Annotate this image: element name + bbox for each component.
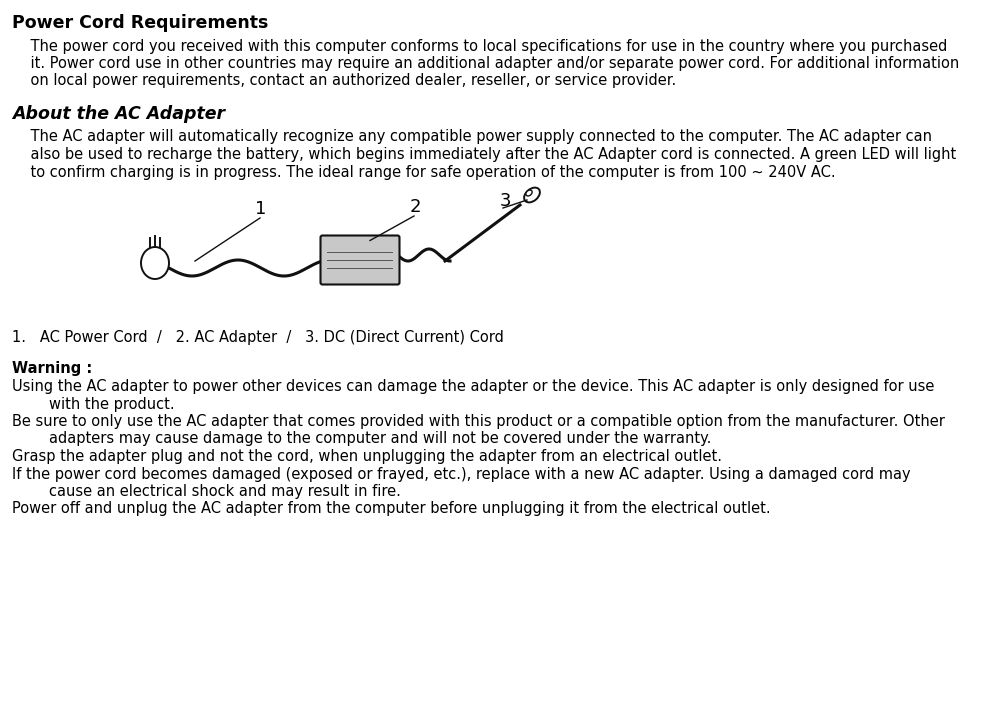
Text: with the product.: with the product.	[12, 396, 174, 411]
Text: to confirm charging is in progress. The ideal range for safe operation of the co: to confirm charging is in progress. The …	[12, 164, 835, 179]
FancyBboxPatch shape	[321, 235, 399, 284]
Text: 2: 2	[410, 198, 421, 216]
Text: If the power cord becomes damaged (exposed or frayed, etc.), replace with a new : If the power cord becomes damaged (expos…	[12, 467, 910, 481]
Text: adapters may cause damage to the computer and will not be covered under the warr: adapters may cause damage to the compute…	[12, 432, 710, 447]
Ellipse shape	[525, 190, 532, 196]
Text: Be sure to only use the AC adapter that comes provided with this product or a co: Be sure to only use the AC adapter that …	[12, 414, 944, 429]
Text: Power Cord Requirements: Power Cord Requirements	[12, 14, 269, 32]
Text: cause an electrical shock and may result in fire.: cause an electrical shock and may result…	[12, 484, 401, 499]
Text: Grasp the adapter plug and not the cord, when unplugging the adapter from an ele: Grasp the adapter plug and not the cord,…	[12, 449, 721, 464]
Text: also be used to recharge the battery, which begins immediately after the AC Adap: also be used to recharge the battery, wh…	[12, 147, 955, 162]
Ellipse shape	[141, 247, 168, 279]
Text: it. Power cord use in other countries may require an additional adapter and/or s: it. Power cord use in other countries ma…	[12, 56, 958, 71]
Text: 1: 1	[255, 200, 267, 218]
Text: Using the AC adapter to power other devices can damage the adapter or the device: Using the AC adapter to power other devi…	[12, 379, 934, 394]
Text: The AC adapter will automatically recognize any compatible power supply connecte: The AC adapter will automatically recogn…	[12, 130, 931, 145]
Text: on local power requirements, contact an authorized dealer, reseller, or service : on local power requirements, contact an …	[12, 74, 675, 89]
Text: Power off and unplug the AC adapter from the computer before unplugging it from : Power off and unplug the AC adapter from…	[12, 501, 770, 516]
Text: Warning :: Warning :	[12, 362, 92, 376]
Text: 1.   AC Power Cord  /   2. AC Adapter  /   3. DC (Direct Current) Cord: 1. AC Power Cord / 2. AC Adapter / 3. DC…	[12, 330, 503, 345]
Text: About the AC Adapter: About the AC Adapter	[12, 105, 224, 123]
Text: 3: 3	[500, 192, 511, 210]
Text: The power cord you received with this computer conforms to local specifications : The power cord you received with this co…	[12, 38, 947, 53]
Ellipse shape	[524, 188, 539, 202]
